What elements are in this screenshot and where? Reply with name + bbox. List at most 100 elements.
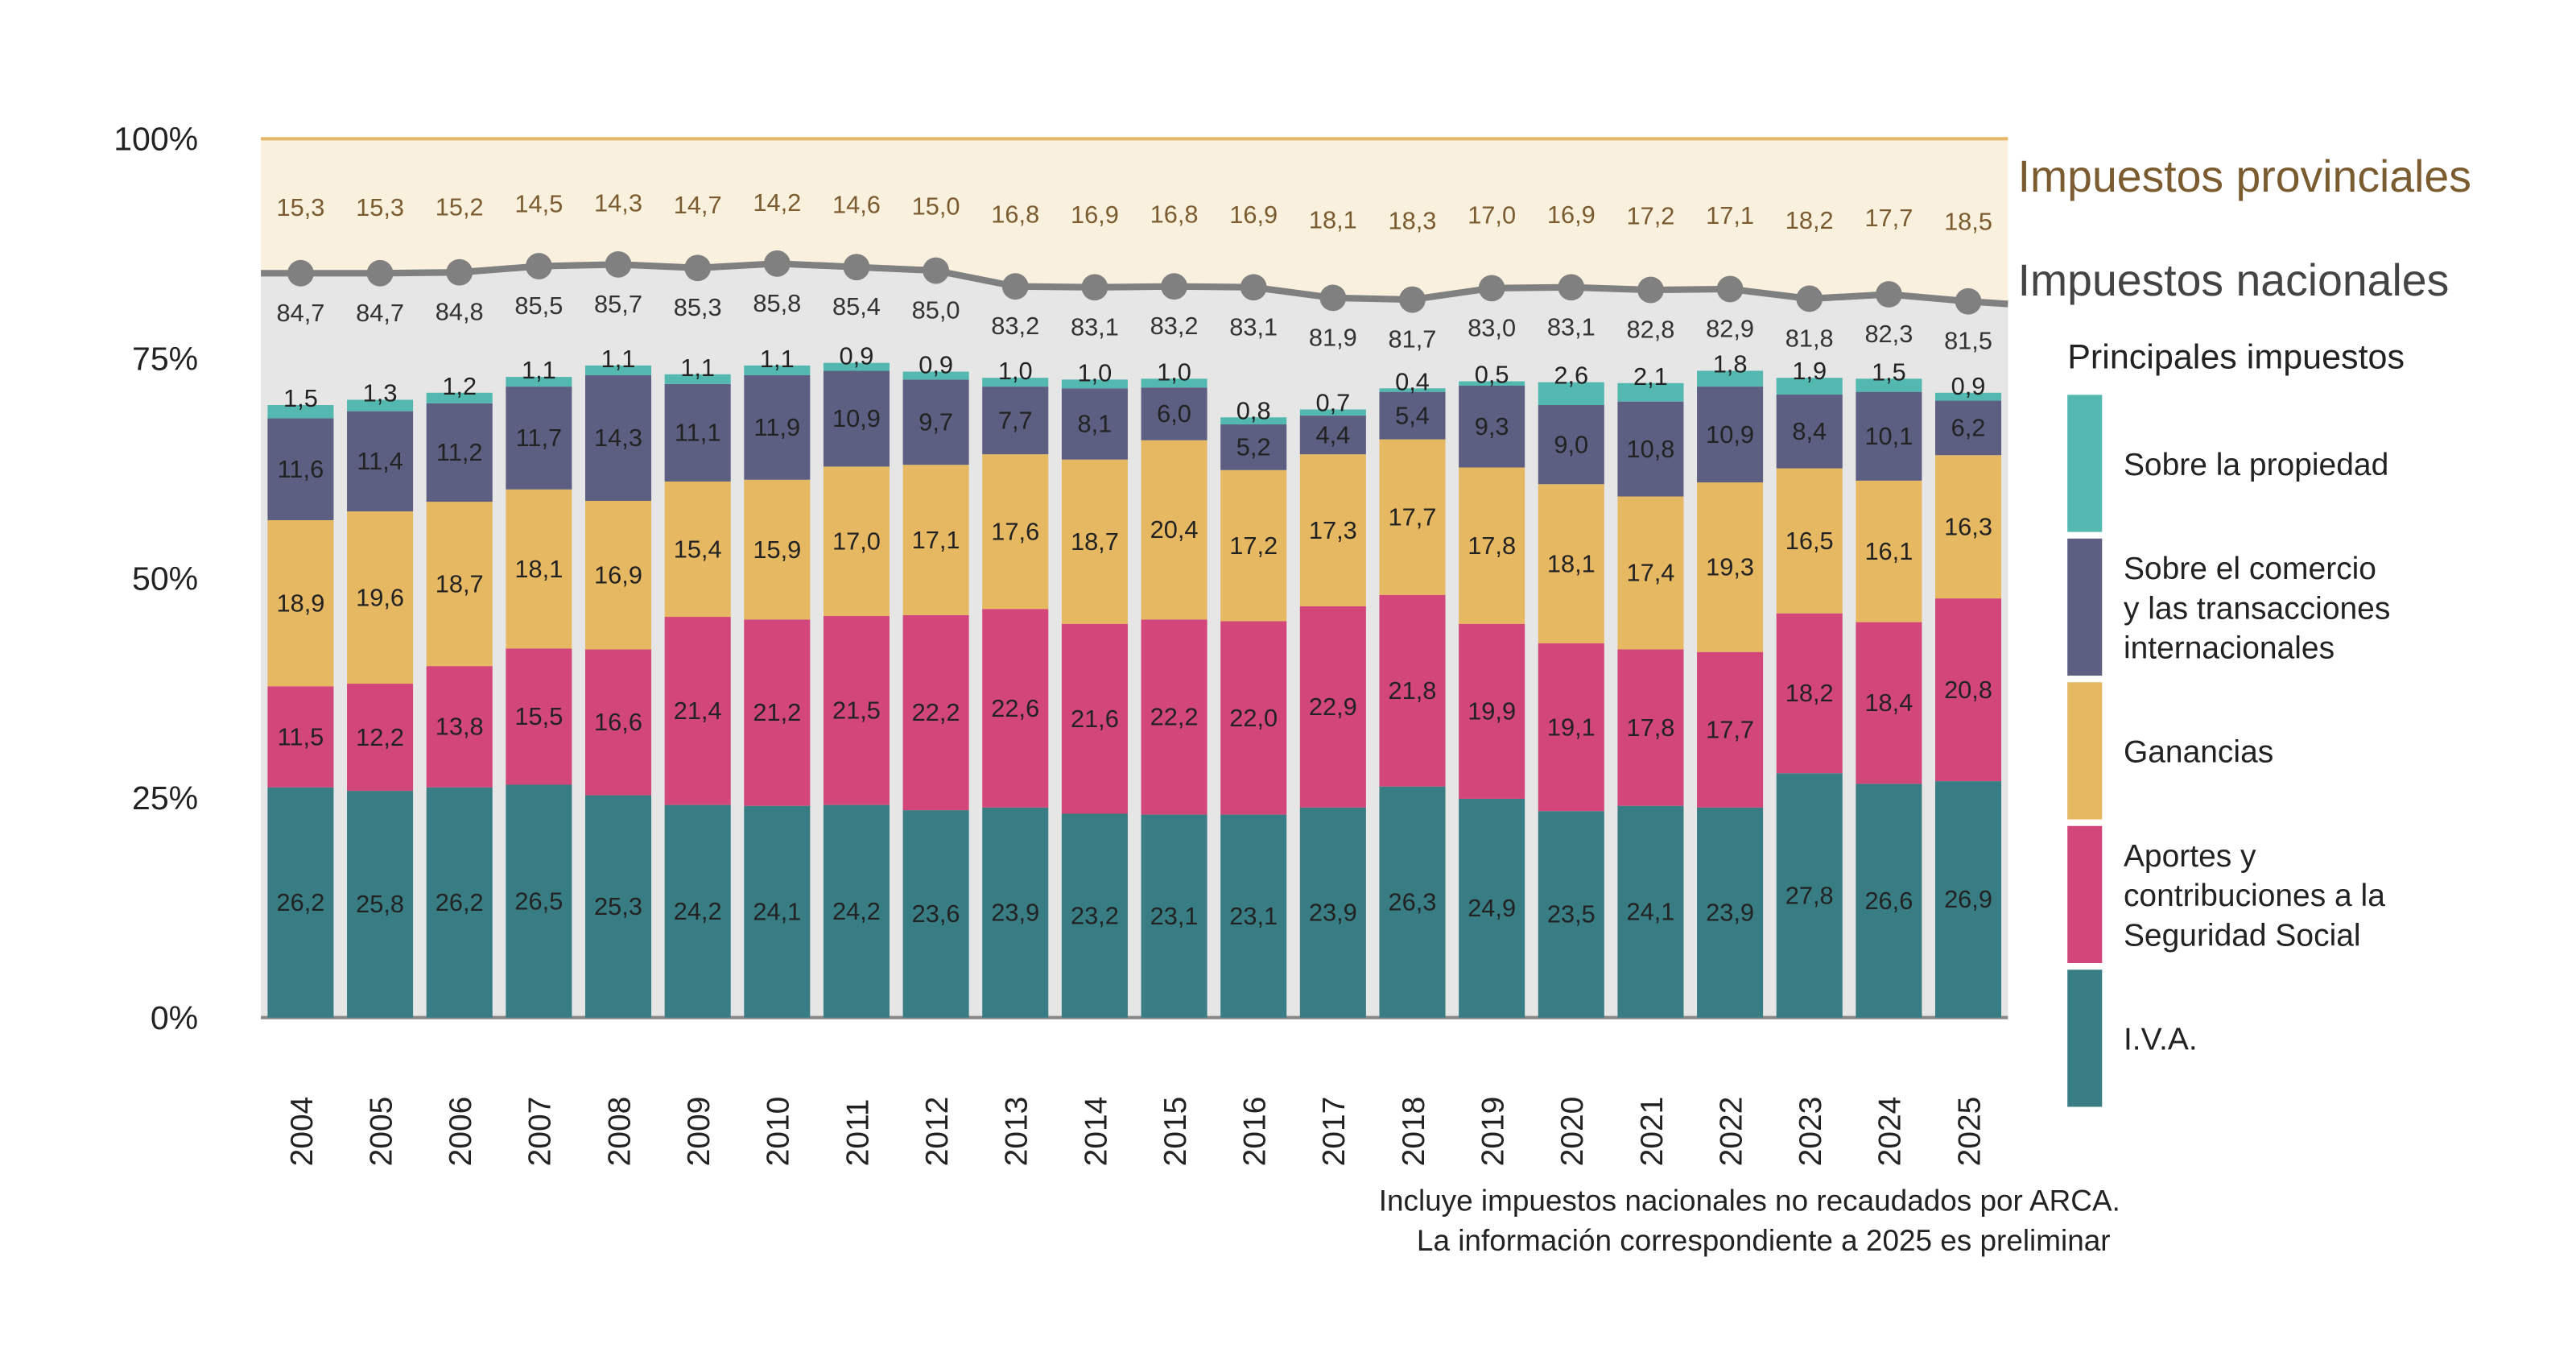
data-label: 22,0 (1229, 704, 1278, 732)
legend-title: Principales impuestos (2067, 337, 2405, 376)
national-point (684, 254, 712, 282)
national-label-value: 81,5 (1944, 327, 1992, 355)
legend-label: Aportes y (2124, 839, 2256, 874)
x-tick-label: 2006 (444, 1097, 478, 1167)
bar-segment (1061, 379, 1128, 389)
x-tick-label: 2007 (523, 1097, 558, 1167)
x-tick-label: 2019 (1476, 1097, 1511, 1167)
provincial-label-value: 16,9 (1229, 201, 1278, 229)
national-point (1081, 274, 1108, 301)
data-label: 11,1 (675, 419, 721, 447)
bar-segment (823, 466, 890, 616)
provincial-label-value: 14,7 (674, 191, 722, 219)
data-label: 18,4 (1864, 688, 1913, 717)
data-label: 11,4 (357, 447, 403, 475)
y-tick-label: 50% (132, 560, 198, 597)
bar-segment (1299, 416, 1366, 455)
bar-segment (744, 365, 811, 375)
bar-segment (267, 787, 334, 1018)
data-label: 16,1 (1864, 537, 1913, 565)
bar-segment (1538, 405, 1604, 485)
bar-segment (347, 399, 414, 411)
bar-segment (1856, 480, 1922, 622)
bar-segment (1220, 621, 1287, 815)
x-tick-label: 2016 (1238, 1097, 1273, 1167)
data-label: 12,2 (356, 723, 404, 751)
bar-segment (426, 392, 493, 403)
bar-segment (823, 370, 890, 467)
data-label: 21,2 (753, 698, 801, 726)
x-tick-label: 2025 (1952, 1097, 1987, 1167)
provincial-label-value: 17,1 (1706, 201, 1754, 229)
national-label-value: 85,8 (753, 289, 801, 317)
legend-swatch (2067, 395, 2103, 532)
national-point (1875, 281, 1902, 308)
data-label: 11,7 (516, 424, 563, 452)
bar-segment (1459, 467, 1525, 624)
bar-segment (506, 377, 572, 387)
data-label: 22,6 (991, 694, 1039, 722)
x-tick-label: 2004 (285, 1097, 320, 1167)
bar-segment (1617, 649, 1684, 806)
data-label: 0,4 (1395, 367, 1430, 395)
data-label: 4,4 (1315, 420, 1350, 449)
bar-segment (1379, 594, 1446, 787)
bar-segment (1776, 773, 1843, 1018)
data-label: 20,4 (1150, 515, 1199, 544)
bar-segment (1617, 382, 1684, 402)
data-label: 0,9 (1951, 372, 1986, 400)
national-point (1558, 274, 1585, 301)
bar-segment (1617, 401, 1684, 497)
bar-segment (1538, 382, 1604, 406)
bar-segment (1776, 613, 1843, 774)
bar-segment (584, 365, 652, 375)
bar-segment (584, 374, 652, 501)
national-label-value: 85,0 (912, 296, 960, 325)
x-tick-label: 2018 (1397, 1097, 1431, 1167)
data-label: 18,9 (276, 589, 324, 617)
data-label: 24,2 (832, 897, 881, 925)
national-label-value: 85,7 (594, 290, 642, 318)
x-tick-label: 2012 (920, 1097, 955, 1167)
data-label: 8,1 (1078, 410, 1113, 438)
data-label: 16,6 (594, 708, 642, 736)
provincial-label-value: 16,8 (991, 200, 1039, 228)
national-line-layer (261, 250, 2008, 315)
data-label: 10,9 (1706, 420, 1754, 449)
legend-label: Sobre la propiedad (2124, 448, 2388, 482)
bar-segment (664, 617, 731, 805)
legend-label: Ganancias (2124, 735, 2273, 770)
bar-segment (506, 387, 572, 490)
legend-label: internacionales (2124, 631, 2334, 666)
national-label-value: 83,2 (991, 312, 1039, 340)
x-tick-label: 2020 (1555, 1097, 1590, 1167)
national-line (261, 260, 2008, 308)
data-label: 0,9 (919, 351, 953, 379)
data-label: 15,4 (674, 535, 722, 563)
data-label: 1,2 (442, 372, 477, 400)
bar-segment (1459, 623, 1525, 799)
national-point (763, 250, 791, 277)
legend-label: Seguridad Social (2124, 918, 2361, 953)
data-label: 21,6 (1071, 705, 1119, 733)
data-label: 26,3 (1389, 887, 1437, 916)
bar-segment (267, 519, 334, 687)
bar-segment (584, 500, 652, 650)
data-label: 9,3 (1475, 412, 1509, 440)
data-label: 16,5 (1785, 527, 1834, 555)
legend-swatch (2067, 970, 2103, 1107)
bar-segment (1617, 496, 1684, 650)
data-label: 1,1 (522, 356, 556, 384)
data-label: 23,9 (991, 899, 1039, 927)
national-point (1161, 273, 1187, 300)
national-label-value: 85,3 (674, 293, 722, 321)
bar-segment (584, 649, 652, 796)
bar-segment (664, 374, 731, 384)
data-label: 18,1 (1547, 549, 1596, 577)
provincial-label-value: 15,2 (436, 193, 484, 221)
data-label: 18,2 (1785, 679, 1834, 707)
data-label: 1,0 (998, 357, 1033, 385)
provincial-label-value: 14,2 (753, 188, 801, 217)
bar-segment (982, 807, 1049, 1018)
